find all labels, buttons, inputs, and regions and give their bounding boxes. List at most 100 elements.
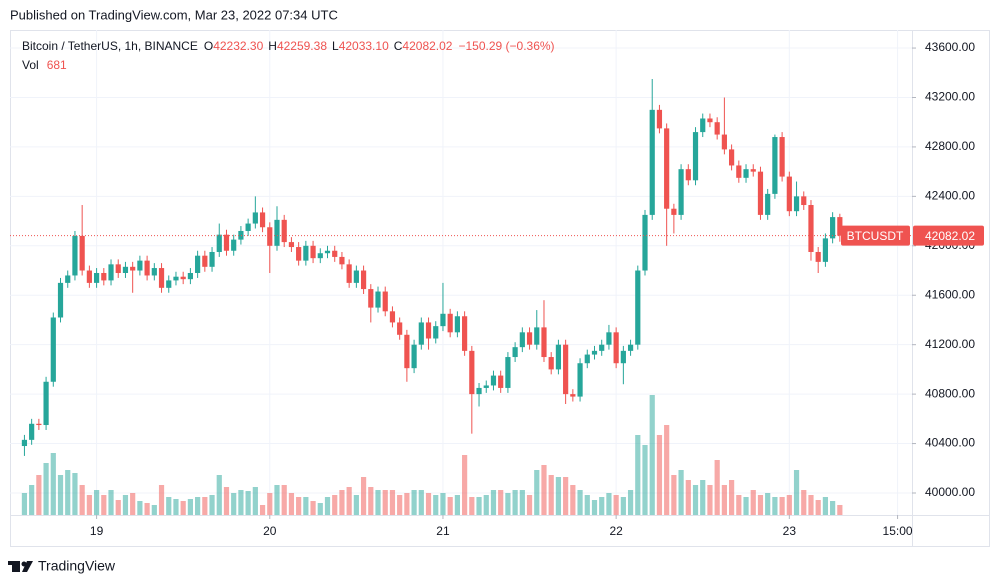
candle-body xyxy=(483,385,489,388)
candle-body xyxy=(209,251,215,267)
volume-bar xyxy=(700,480,706,515)
volume-value: 681 xyxy=(47,58,67,72)
volume-bar xyxy=(108,490,114,515)
candle-body xyxy=(490,375,497,386)
volume-bar xyxy=(57,475,64,515)
candle-body xyxy=(454,316,460,333)
volume-bar xyxy=(671,475,677,515)
candle-body xyxy=(267,227,273,246)
volume-bar xyxy=(404,493,410,515)
volume-bar xyxy=(743,497,749,515)
footer-logo xyxy=(8,561,33,572)
candle-body xyxy=(137,260,143,271)
legend-value: 42033.10 xyxy=(339,39,389,53)
candle-body xyxy=(729,149,735,166)
candle-body xyxy=(656,109,663,129)
volume-bar xyxy=(21,493,28,515)
candle-body xyxy=(627,344,634,351)
volume-bar xyxy=(79,485,85,515)
candle-body xyxy=(324,250,331,254)
candle-body xyxy=(389,311,396,323)
candle-body xyxy=(101,272,107,281)
candle-body xyxy=(43,381,49,426)
volume-bar xyxy=(144,503,150,515)
volume-bar xyxy=(303,497,309,515)
volume-bar xyxy=(678,470,684,515)
volume-bar xyxy=(411,490,417,515)
volume-bar xyxy=(707,485,713,515)
candle-body xyxy=(700,118,706,133)
candle-body xyxy=(158,268,165,288)
volume-bar xyxy=(137,501,143,515)
x-tick-label: 23 xyxy=(783,524,797,538)
candle-body xyxy=(382,291,388,312)
volume-bar xyxy=(93,490,100,515)
candle-body xyxy=(469,350,475,395)
volume-bar xyxy=(635,435,641,515)
x-tick-label: 19 xyxy=(90,524,104,538)
candle-body xyxy=(238,230,244,240)
candle-body xyxy=(202,255,208,267)
volume-bar xyxy=(115,500,121,515)
volume-bar xyxy=(577,490,583,515)
volume-bar xyxy=(339,490,345,515)
volume-bar xyxy=(36,475,42,515)
volume-bar xyxy=(440,493,446,515)
candle-body xyxy=(462,316,468,351)
volume-key: Vol xyxy=(22,58,39,72)
candle-body xyxy=(671,208,677,215)
candle-body xyxy=(707,118,713,123)
legend-value: 42082.02 xyxy=(402,39,452,53)
candle-body xyxy=(765,193,771,215)
volume-bar xyxy=(433,495,439,515)
legend-key: L xyxy=(332,39,339,53)
candle-body xyxy=(606,332,612,345)
candle-body xyxy=(519,332,525,348)
candle-body xyxy=(122,266,129,273)
volume-bar xyxy=(29,485,35,515)
candle-body xyxy=(108,264,114,281)
candle-body xyxy=(151,268,157,276)
volume-bar xyxy=(729,480,735,515)
candle-body xyxy=(635,270,641,345)
candle-body xyxy=(216,234,222,252)
volume-bar xyxy=(627,490,634,515)
candle-body xyxy=(166,280,172,288)
candle-body xyxy=(274,219,280,246)
volume-bar xyxy=(462,455,468,515)
volume-bar xyxy=(425,493,432,515)
candle-body xyxy=(50,317,56,382)
volume-bar xyxy=(490,490,497,515)
candle-body xyxy=(822,238,829,262)
price-tag-label: 42082.02 xyxy=(925,229,975,243)
candle-body xyxy=(353,270,359,283)
x-tick-label: 20 xyxy=(263,524,277,538)
candle-body xyxy=(664,128,670,209)
candle-body xyxy=(815,251,821,262)
candle-body xyxy=(404,334,410,369)
candle-body xyxy=(736,165,742,178)
x-tick-label: 21 xyxy=(436,524,450,538)
candle-body xyxy=(79,235,85,271)
volume-bar xyxy=(837,504,843,515)
candle-body xyxy=(281,219,287,243)
candle-body xyxy=(65,275,71,283)
candle-body xyxy=(649,109,655,215)
candle-body xyxy=(808,205,814,252)
y-tick-label: 40000.00 xyxy=(925,485,975,499)
volume-bar xyxy=(830,501,836,515)
volume-bar xyxy=(332,495,338,515)
candle-body xyxy=(476,387,482,395)
volume-bar xyxy=(801,490,807,515)
volume-bar xyxy=(346,487,352,515)
candle-body xyxy=(512,347,518,358)
volume-bar xyxy=(591,500,598,515)
legend-key: H xyxy=(268,39,277,53)
volume-bar xyxy=(736,495,742,515)
volume-bar xyxy=(187,499,193,515)
candle-body xyxy=(130,266,136,271)
volume-bar xyxy=(563,477,569,515)
volume-bar xyxy=(288,493,295,515)
candle-body xyxy=(259,212,266,228)
volume-bar xyxy=(606,493,612,515)
